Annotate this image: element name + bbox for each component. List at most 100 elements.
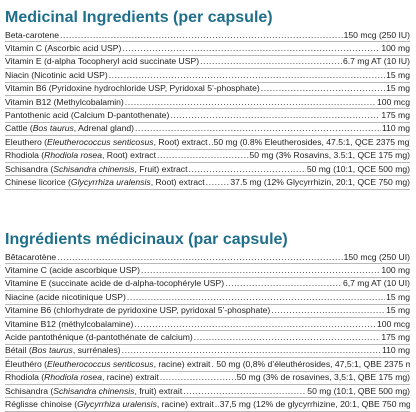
- ingredient-amount: 50 mg (10:1, QCE 500 mg): [306, 163, 410, 174]
- dot-leader: [261, 83, 385, 94]
- ingredient-name: Niacine (acide nicotinique USP): [5, 292, 126, 303]
- ingredient-amount: 50 mg (3% de rosavines, 3,5:1, QBE 175 m…: [236, 372, 410, 383]
- ingredient-name-part: Acide pantothénique (d-pantothénate de c…: [5, 332, 193, 343]
- ingredient-name-part: Cattle (: [5, 123, 33, 134]
- ingredient-row: Vitamin B12 (Methylcobalamin) 100 mcg: [5, 96, 410, 110]
- latin-name: Eleutherococcus senticosus: [47, 358, 154, 369]
- dot-leader: [60, 30, 343, 41]
- ingredient-name-part: Vitamine C (acide ascorbique USP): [5, 265, 141, 276]
- english-title: Medicinal Ingredients (per capsule): [5, 9, 273, 26]
- ingredient-amount: 100 mg: [381, 43, 410, 54]
- dot-leader: [157, 150, 249, 161]
- french-title: Ingrédients médicinaux (par capsule): [5, 231, 288, 248]
- ingredient-amount: 15 mg: [386, 83, 410, 94]
- ingredient-name: Acide pantothénique (d-pantothénate de c…: [5, 332, 193, 343]
- ingredient-amount: 150 mcg (250 UI): [343, 251, 410, 262]
- ingredient-name-part: , Fruit) extract: [134, 163, 188, 174]
- ingredient-name-part: , racine) extrait: [153, 358, 211, 369]
- dot-leader: [206, 177, 230, 188]
- ingredient-name: Bétail (Bos taurus, surrénales): [5, 345, 121, 356]
- ingredient-name-part: Vitamin B6 (Pyridoxine hydrochloride USP…: [5, 83, 260, 94]
- ingredient-name-part: , surrénales): [72, 345, 121, 356]
- ingredient-amount: 110 mg: [381, 345, 410, 356]
- dot-leader: [160, 372, 236, 383]
- latin-name: Rhodiola rosea: [44, 150, 102, 161]
- ingredient-name-part: Schisandra (: [5, 163, 54, 174]
- ingredient-row: Pantothenic acid (Calcium D-pantothenate…: [5, 109, 410, 123]
- ingredient-row: Schisandra (Schisandra chinensis, Fruit)…: [5, 163, 410, 177]
- ingredient-name-part: Rhodiola (: [5, 372, 45, 383]
- ingredient-name: Pantothenic acid (Calcium D-pantothenate…: [5, 110, 169, 121]
- latin-name: Schisandra chinensis: [53, 385, 135, 396]
- ingredient-row: Vitamine B12 (méthylcobalamine) 100 mcg: [5, 318, 410, 332]
- ingredient-name-part: Vitamine E (succinate acide de d-alpha-t…: [5, 278, 225, 289]
- dot-leader: [200, 56, 342, 67]
- ingredient-row: Vitamin B6 (Pyridoxine hydrochloride USP…: [5, 83, 410, 96]
- dot-leader: [135, 123, 381, 134]
- ingredient-name: Schisandra (Schisandra chinensis, Fruit)…: [5, 164, 187, 175]
- latin-name: Bos taurus: [32, 123, 74, 134]
- dot-leader: [127, 292, 385, 303]
- ingredient-row: Eleuthero (Eleutherococcus senticosus, R…: [5, 136, 410, 150]
- ingredient-name: Vitamin B6 (Pyridoxine hydrochloride USP…: [5, 83, 260, 94]
- ingredient-name-part: Bétail (: [5, 345, 32, 356]
- ingredient-name: Vitamine C (acide ascorbique USP): [5, 265, 140, 276]
- ingredient-amount: 175 mg: [381, 332, 410, 343]
- ingredient-row: Schisandra (Schisandra chinensis, fruit)…: [5, 385, 410, 399]
- ingredient-amount: 15 mg: [386, 291, 410, 302]
- ingredient-row: Vitamine E (succinate acide de d-alpha-t…: [5, 278, 410, 292]
- dot-leader: [125, 97, 376, 108]
- ingredient-name: Vitamine E (succinate acide de d-alpha-t…: [5, 278, 224, 289]
- ingredient-name: Schisandra (Schisandra chinensis, fruit)…: [5, 386, 182, 397]
- ingredient-name-part: Schisandra (: [5, 385, 54, 396]
- french-ingredient-list: Bêtacarotène 150 mcg (250 UI) Vitamine C (…: [5, 251, 410, 412]
- ingredient-row: Rhodiola (Rhodiola rosea, racine) extrai…: [5, 372, 410, 385]
- french-ingredients-section: Ingrédients médicinaux (par capsule) Bêt…: [5, 230, 410, 412]
- ingredient-name-part: Vitamine B6 (chlorhydrate de pyridoxine …: [5, 305, 271, 316]
- ingredient-amount: 6,7 mg AT (10 UI): [342, 278, 410, 289]
- ingredient-name-part: Vitamin E (d-alpha Tocopheryl acid succi…: [5, 56, 200, 67]
- ingredient-amount: 50 mg (3% Rosavins, 3.5:1, QCE 175 mg): [249, 150, 411, 161]
- ingredient-name: Chinese licorice (Glycyrrhiza uralensis,…: [5, 177, 205, 188]
- ingredient-row: Beta-carotene 150 mcg (250 IU): [5, 29, 410, 43]
- ingredient-name: Rhodiola (Rhodiola rosea, racine) extrai…: [5, 372, 159, 383]
- dot-leader: [134, 319, 376, 330]
- dot-leader: [215, 399, 219, 410]
- ingredient-name-part: Vitamine B12 (méthylcobalamine): [5, 318, 134, 329]
- latin-name: Bos taurus: [31, 345, 73, 356]
- latin-name: Eleutherococcus senticosus: [47, 136, 154, 147]
- ingredient-name-part: , racine) extrait: [101, 372, 159, 383]
- ingredient-row: Bétail (Bos taurus, surrénales) 110 mg: [5, 345, 410, 359]
- ingredient-name: Rhodiola (Rhodiola rosea, Root) extract: [5, 150, 156, 161]
- dot-leader: [188, 164, 305, 175]
- ingredient-name-part: , racine) extrait: [156, 398, 214, 409]
- ingredient-name: Bêtacarotène: [5, 252, 56, 263]
- ingredient-amount: 150 mcg (250 IU): [343, 29, 410, 40]
- ingredient-amount: 100 mcg: [377, 96, 410, 107]
- ingredient-name: Beta-carotene: [5, 30, 59, 41]
- ingredient-row: Vitamine B6 (chlorhydrate de pyridoxine …: [5, 305, 410, 318]
- dot-leader: [141, 265, 380, 276]
- ingredient-amount: 50 mg (10:1, QBE 500 mg): [307, 385, 410, 396]
- dot-leader: [122, 43, 380, 54]
- ingredient-amount: 37.5 mg (12% Glycyrrhizin, 20:1, QCE 750…: [230, 176, 410, 187]
- ingredient-amount: 37,5 mg (12% de glycyrrhizine, 20:1, QBE…: [219, 398, 410, 409]
- ingredient-row: Cattle (Bos taurus, Adrenal gland) 110 mg: [5, 123, 410, 137]
- dot-leader: [109, 70, 385, 81]
- ingredient-name: Niacin (Nicotinic acid USP): [5, 70, 108, 81]
- latin-name: Schisandra chinensis: [53, 163, 135, 174]
- ingredient-row: Vitamin C (Ascorbic acid USP) 100 mg: [5, 42, 410, 56]
- latin-name: Rhodiola rosea: [44, 372, 102, 383]
- ingredient-name-part: , fruit) extrait: [134, 385, 183, 396]
- ingredient-amount: 6.7 mg AT (10 IU): [342, 56, 410, 67]
- ingredient-amount: 110 mg: [381, 123, 410, 134]
- ingredient-name-part: Niacin (Nicotinic acid USP): [5, 69, 108, 80]
- dot-leader: [170, 110, 380, 121]
- ingredient-name-part: Pantothenic acid (Calcium D-pantothenate…: [5, 110, 170, 121]
- ingredient-name-part: Vitamin C (Ascorbic acid USP): [5, 43, 122, 54]
- ingredient-name: Eleuthero (Eleutherococcus senticosus, R…: [5, 137, 208, 148]
- ingredient-row: Chinese licorice (Glycyrrhiza uralensis,…: [5, 176, 410, 190]
- ingredient-name: Vitamin C (Ascorbic acid USP): [5, 43, 121, 54]
- dot-leader: [225, 278, 342, 289]
- ingredient-name-part: , Root) extract: [150, 176, 205, 187]
